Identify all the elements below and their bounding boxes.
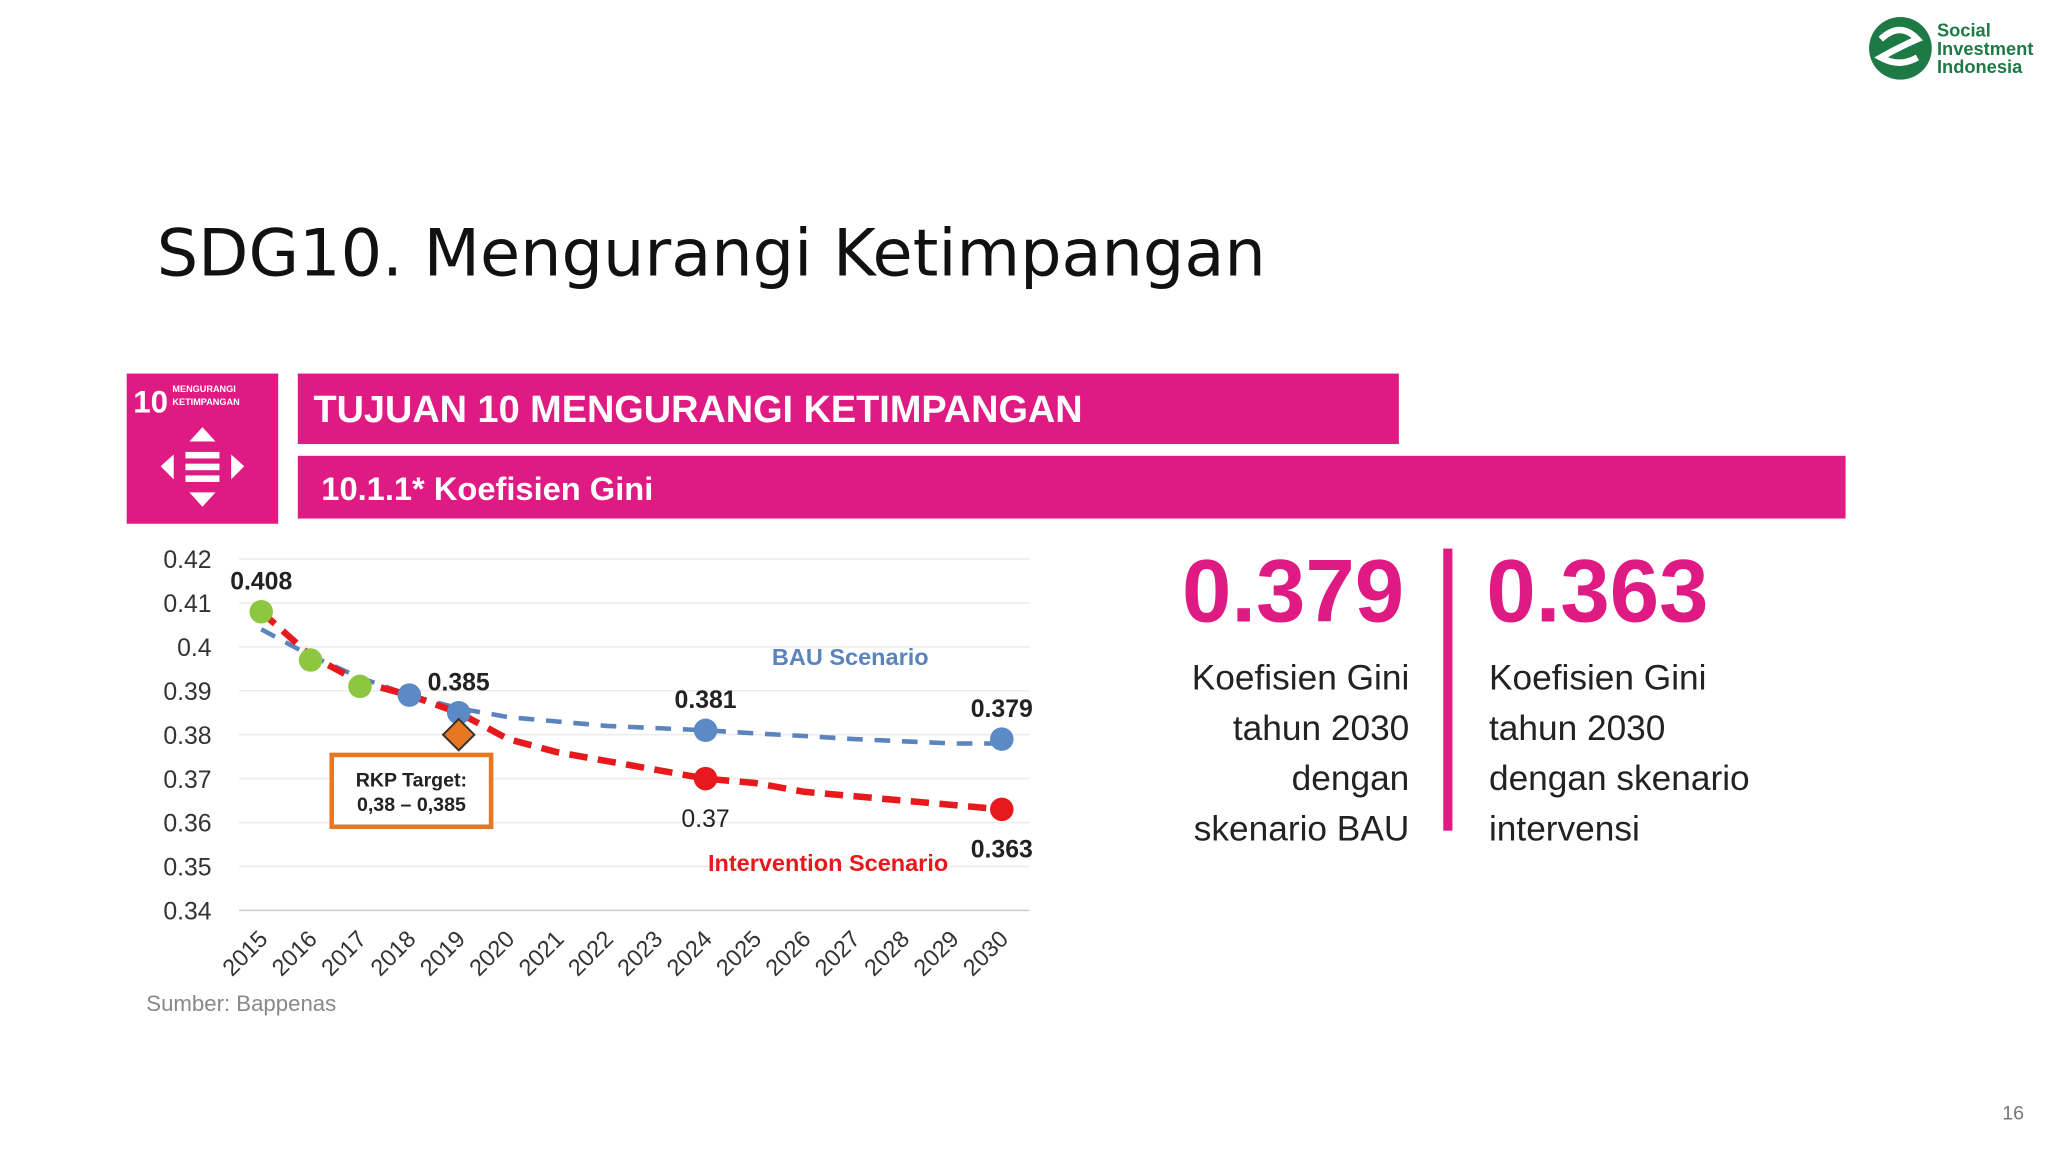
subheader: 10.1.1* Koefisien Gini [321,470,653,507]
stat-text: dengan [1292,759,1410,798]
stat-value: 0.363 [1486,542,1708,641]
logo-text: Indonesia [1937,56,2023,77]
y-tick-label: 0.39 [163,679,211,706]
stat-text: dengan skenario [1489,759,1750,798]
value-label: 0.381 [675,687,737,714]
marker [693,766,718,791]
logo: Social Investment Indonesia [1869,16,2033,80]
annotation: 0,38 – 0,385 [357,794,466,816]
marker [348,674,372,699]
value-label: 0.385 [428,670,490,697]
goal-text: KETIMPANGAN [172,397,239,407]
marker [990,727,1014,751]
marker [298,648,323,672]
goal-symbol [160,427,245,507]
annotation-box [329,752,494,830]
stat-text: Koefisien Gini [1489,659,1707,698]
goal-text: MENGURANGI [172,384,235,394]
subheader-bar [297,455,1846,519]
stat-text: tahun 2030 [1233,709,1409,748]
value-label: 0.379 [971,696,1033,723]
logo-swoosh [1874,26,1923,66]
series-name: Intervention Scenario [708,850,948,876]
y-tick-label: 0.37 [163,767,211,794]
series-line [260,627,1002,746]
marker [990,797,1014,822]
series-name: BAU Scenario [772,644,929,670]
page-number: 16 [2002,1102,2024,1124]
marker [397,683,422,707]
y-tick-label: 0.36 [163,811,211,838]
marker [446,700,471,725]
stat-text: tahun 2030 [1489,709,1665,748]
stat-text: intervensi [1489,809,1640,848]
goal-number: 10 [133,385,168,420]
marker [249,599,273,624]
stat-text: Koefisien Gini [1192,659,1410,698]
y-tick-label: 0.38 [163,723,211,750]
header: TUJUAN 10 MENGURANGI KETIMPANGAN [313,389,1082,431]
marker [693,718,718,743]
y-tick-label: 0.41 [163,591,211,618]
value-label: 0.363 [971,837,1033,864]
marker [441,717,476,752]
slide-title: SDG10. Mengurangi Ketimpangan [157,216,1266,292]
series-line [259,609,1003,813]
y-tick-label: 0.34 [163,899,211,926]
value-label: 0.408 [230,569,292,596]
y-tick-label: 0.35 [163,855,211,882]
stat-value: 0.379 [1182,542,1404,641]
y-tick-label: 0.42 [163,547,211,574]
logo-text: Social [1937,20,1991,41]
logo-text: Investment [1937,38,2033,59]
y-tick-label: 0.4 [177,635,212,662]
value-label: 0.37 [681,806,729,833]
annotation: RKP Target: [356,769,467,791]
header-bar [297,373,1399,445]
stat-text: skenario BAU [1194,809,1410,848]
source: Sumber: Bappenas [146,991,336,1016]
divider [1443,548,1453,831]
